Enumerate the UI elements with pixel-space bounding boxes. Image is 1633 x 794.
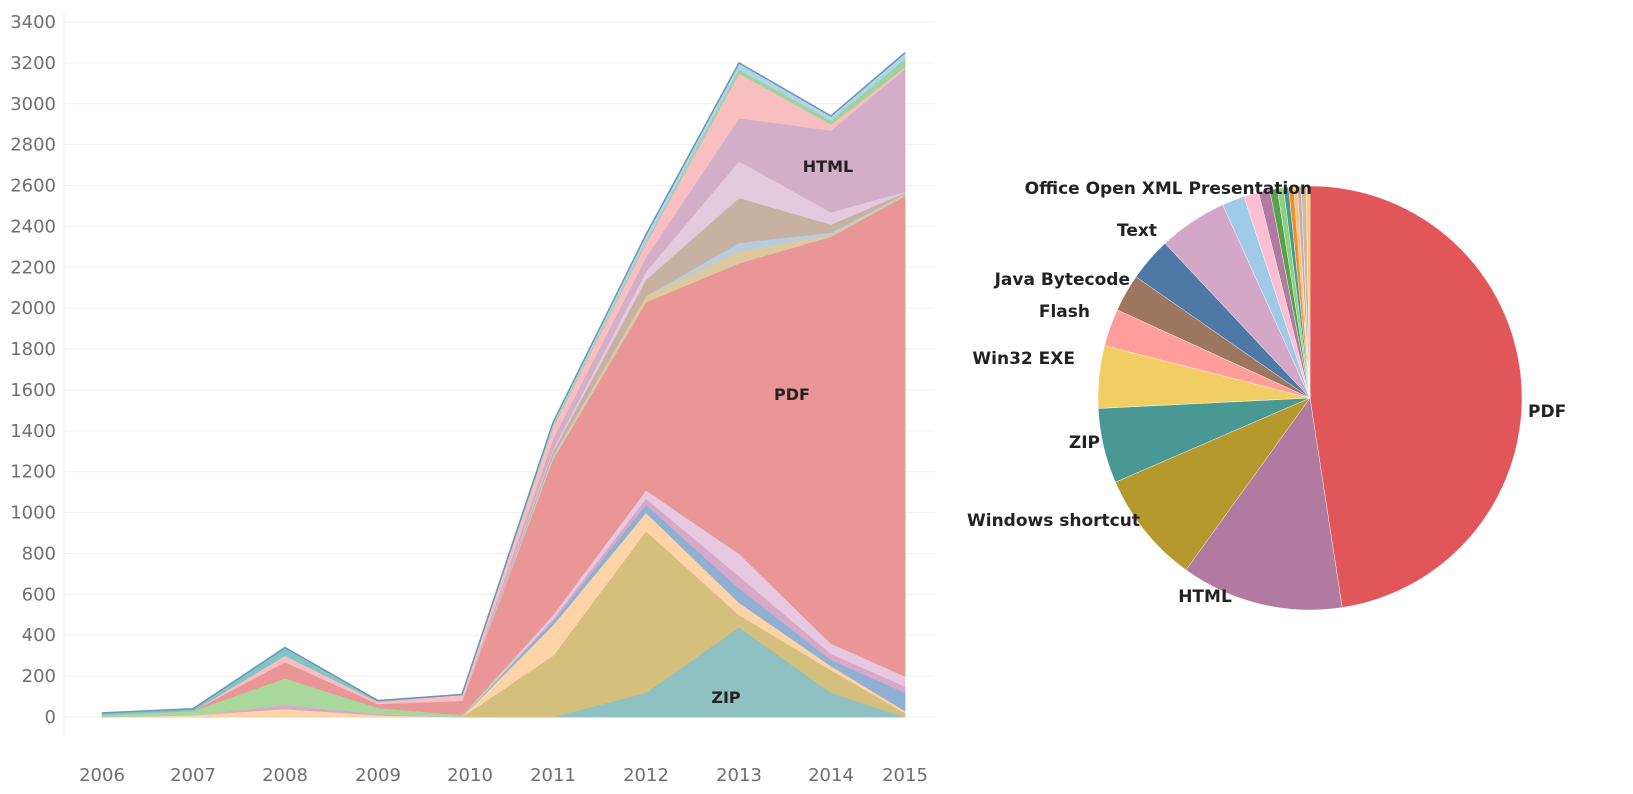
pie-label-win32-exe: Win32 EXE — [972, 349, 1075, 369]
x-tick-label: 2014 — [808, 765, 854, 786]
pie-slice-windows-shortcut — [1115, 397, 1311, 571]
pie-labels: PDF HTML Windows shortcut ZIP Win32 EXE Flash… — [967, 179, 1566, 607]
area-top-outline — [101, 52, 906, 714]
y-tick-label: 2800 — [10, 135, 56, 156]
y-tick-label: 600 — [22, 584, 56, 605]
pie-chart: PDF HTML Windows shortcut ZIP Win32 EXE Flash… — [967, 179, 1566, 610]
x-tick-label: 2013 — [716, 765, 762, 786]
y-tick-label: 2000 — [10, 298, 56, 319]
y-tick-label: 3000 — [10, 94, 56, 115]
pie-label-java-bytecode: Java Bytecode — [994, 270, 1130, 290]
x-tick-label: 2011 — [530, 765, 576, 786]
y-tick-label: 2600 — [10, 176, 56, 197]
y-tick-label: 1600 — [10, 380, 56, 401]
y-tick-label: 0 — [45, 707, 56, 728]
y-tick-label: 1400 — [10, 421, 56, 442]
y-tick-label: 200 — [22, 666, 56, 687]
x-tick-label: 2008 — [262, 765, 308, 786]
area-annotations: HTML PDF ZIP — [711, 157, 853, 707]
pie-label-flash: Flash — [1039, 302, 1090, 322]
y-tick-label: 3200 — [10, 53, 56, 74]
pie-slices — [1097, 185, 1523, 610]
pie-label-office-open-xml-presentation: Office Open XML Presentation — [1025, 179, 1312, 199]
x-tick-label: 2007 — [170, 765, 216, 786]
x-tick-label: 2009 — [355, 765, 401, 786]
x-tick-label: 2006 — [79, 765, 125, 786]
y-tick-label: 1200 — [10, 462, 56, 483]
y-axis-ticks: 0 200 400 600 800 1000 1200 1400 1600 1800 2000 220… — [10, 12, 56, 728]
pie-label-text: Text — [1117, 221, 1157, 241]
pie-label-html: HTML — [1178, 587, 1232, 607]
y-tick-label: 2200 — [10, 257, 56, 278]
y-tick-label: 3400 — [10, 12, 56, 33]
x-tick-label: 2015 — [882, 765, 928, 786]
y-tick-label: 1800 — [10, 339, 56, 360]
pie-label-windows-shortcut: Windows shortcut — [967, 511, 1140, 531]
annotation-html: HTML — [803, 157, 853, 176]
pie-label-zip: ZIP — [1069, 433, 1100, 453]
pie-slice-other-19 — [1305, 185, 1311, 399]
x-tick-label: 2010 — [447, 765, 493, 786]
y-tick-label: 800 — [22, 543, 56, 564]
annotation-pdf: PDF — [774, 385, 810, 404]
x-tick-label: 2012 — [623, 765, 669, 786]
area-series — [101, 52, 906, 718]
x-axis-ticks: 2006 2007 2008 2009 2010 2011 2012 2013 2014 2015 — [79, 765, 928, 786]
y-tick-label: 1000 — [10, 503, 56, 524]
annotation-zip: ZIP — [711, 688, 741, 707]
pie-label-pdf: PDF — [1528, 402, 1566, 422]
stacked-area-chart: 0 200 400 600 800 1000 1200 1400 1600 1800 2000 220… — [10, 10, 935, 786]
y-tick-label: 2400 — [10, 216, 56, 237]
pie-slice-pdf — [1309, 185, 1523, 608]
pie-slice-html — [1185, 397, 1343, 610]
y-tick-label: 400 — [22, 625, 56, 646]
